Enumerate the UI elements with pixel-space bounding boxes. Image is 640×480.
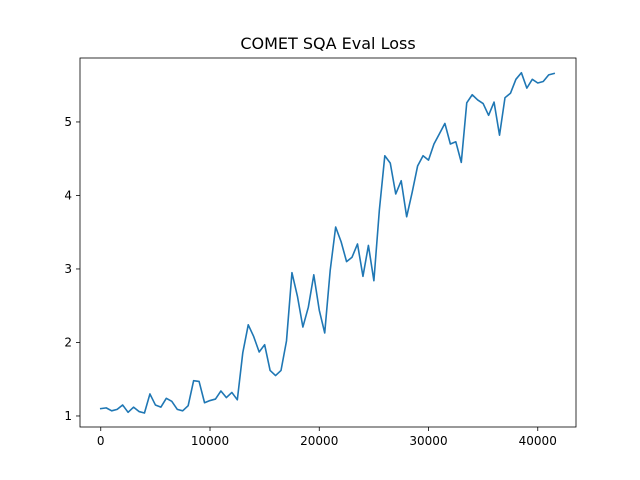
y-tick-label: 3 <box>64 262 72 276</box>
y-tick-label: 5 <box>64 115 72 129</box>
x-tick-label: 10000 <box>191 434 229 448</box>
y-tick-label: 4 <box>64 188 72 202</box>
x-tick-label: 30000 <box>409 434 447 448</box>
axes: 0 10000 20000 30000 40000 1 2 3 4 5 <box>64 57 577 448</box>
x-tick-label: 0 <box>97 434 105 448</box>
x-tick-label: 20000 <box>300 434 338 448</box>
y-tick-label: 2 <box>64 335 72 349</box>
plot-frame <box>79 57 577 428</box>
series-line-0 <box>99 71 556 414</box>
plot-area <box>99 71 556 414</box>
y-tick-label: 1 <box>64 409 72 423</box>
chart-title: COMET SQA Eval Loss <box>240 34 415 53</box>
x-tick-label: 40000 <box>519 434 557 448</box>
